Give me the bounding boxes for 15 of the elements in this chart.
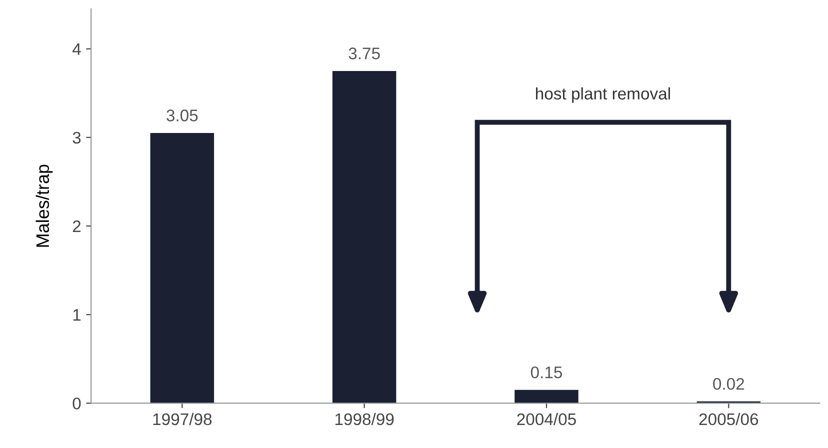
- y-tick-label: 2: [72, 220, 81, 232]
- y-tick-label: 3: [72, 132, 81, 144]
- y-tick-label: 1: [73, 309, 81, 321]
- x-tick-label: 1997/98: [153, 412, 212, 426]
- y-axis-title: Males/trap: [36, 164, 53, 247]
- y-tick-label: 4: [72, 43, 81, 55]
- data-label: 3.75: [348, 48, 380, 60]
- x-tick-label: 2004/05: [517, 412, 576, 426]
- x-tick-label: 1998/99: [335, 412, 394, 426]
- x-tick-label: 2005/06: [699, 412, 758, 426]
- annotation: host plant removal: [536, 87, 670, 103]
- y-tick-label: 0: [72, 398, 81, 410]
- data-label: 0.15: [530, 366, 562, 378]
- data-label: 3.05: [166, 110, 198, 122]
- data-label: 0.02: [713, 378, 744, 390]
